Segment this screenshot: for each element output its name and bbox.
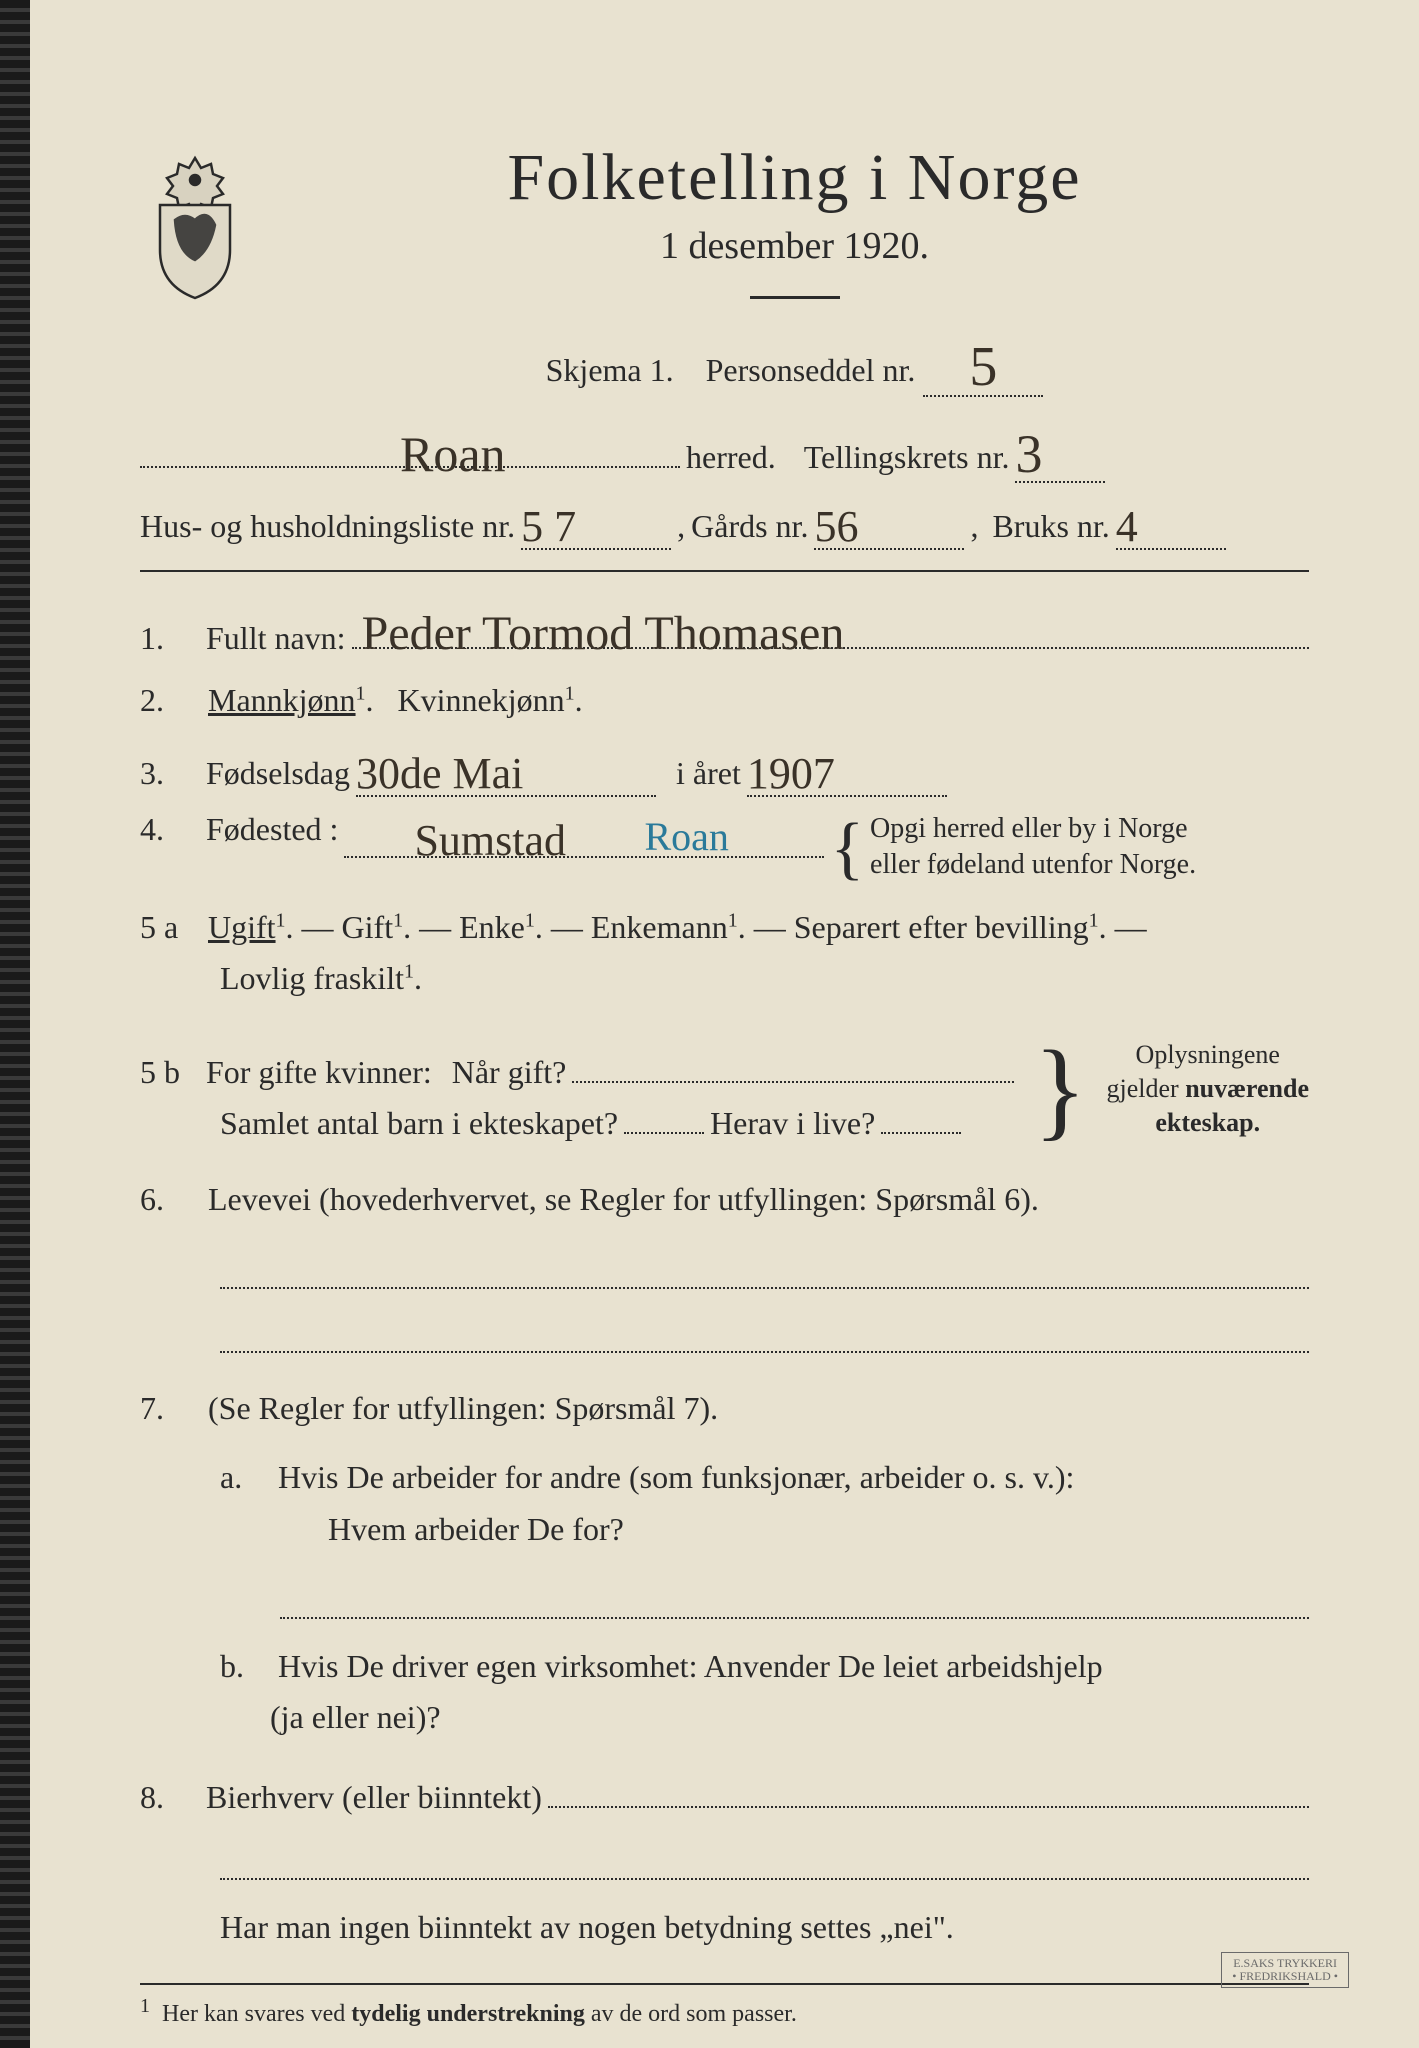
q7-row: 7. (Se Regler for utfyllingen: Spørsmål … [140, 1383, 1309, 1434]
gards-label: Gårds nr. [691, 508, 808, 545]
q1-value: Peder Tormod Thomasen [362, 606, 845, 653]
q7-num: 7. [140, 1383, 200, 1434]
q8-label: Bierhverv (eller biinntekt) [206, 1779, 542, 1816]
q7b-l1: Hvis De driver egen virksomhet: Anvender… [278, 1648, 1103, 1684]
q2-sup1: 1 [356, 682, 366, 704]
q2-opt1: Mannkjønn [208, 682, 356, 718]
q5a-opt3: Enkemann [591, 909, 728, 945]
q5a-opt0: Ugift [208, 909, 276, 945]
census-form-page: Folketelling i Norge 1 desember 1920. Sk… [0, 0, 1419, 2048]
q5a-opt1: Gift [342, 909, 394, 945]
q7a-row: a. Hvis De arbeider for andre (som funks… [140, 1452, 1309, 1554]
q2-opt2: Kvinnekjønn [398, 682, 565, 718]
footnote-rule [140, 1983, 1309, 1985]
q4-row: 4. Fødested : Sumstad Roan { Opgi herred… [140, 811, 1309, 884]
q6-blank1 [220, 1247, 1309, 1289]
herred-value: Roan [400, 425, 506, 472]
q3-label: Fødselsdag [206, 755, 350, 792]
q5b-note: Oplysningene gjelder nuværende ekteskap. [1107, 1038, 1309, 1139]
q5b-note-l3: ekteskap. [1155, 1108, 1260, 1137]
q1-row: 1. Fullt navn: Peder Tormod Thomasen [140, 602, 1309, 657]
gards-nr: 56 [814, 502, 858, 551]
brace-icon: { [830, 831, 864, 866]
q3-year: 1907 [747, 749, 835, 798]
brace-icon: } [1034, 1045, 1087, 1133]
q4-value-ink: Sumstad [414, 815, 566, 862]
bruks-nr: 4 [1116, 502, 1138, 551]
q6-text: Levevei (hovederhvervet, se Regler for u… [208, 1181, 1039, 1217]
personseddel-label: Personseddel nr. [706, 352, 916, 388]
q5a-row: 5 a Ugift1. — Gift1. — Enke1. — Enkemann… [140, 902, 1309, 1004]
title-block: Folketelling i Norge 1 desember 1920. Sk… [280, 140, 1309, 405]
title-divider [750, 296, 840, 299]
q8-blank [220, 1838, 1309, 1880]
q3-day: 30de Mai [356, 749, 523, 798]
q7a-l2: Hvem arbeider De for? [328, 1511, 624, 1547]
q5b-row: 5 b For gifte kvinner: Når gift? Samlet … [140, 1022, 1309, 1156]
herred-row: Roan herred. Tellingskrets nr. 3 [140, 419, 1309, 483]
header: Folketelling i Norge 1 desember 1920. Sk… [140, 140, 1309, 405]
q4-value-blue: Roan [644, 813, 728, 860]
q7b-num: b. [220, 1641, 270, 1692]
q5b-l2a: Samlet antal barn i ekteskapet? [220, 1105, 618, 1142]
q4-num: 4. [140, 811, 200, 848]
q8-row: 8. Bierhverv (eller biinntekt) [140, 1761, 1309, 1816]
stamp-l1: E.SAKS TRYKKERI [1233, 1956, 1337, 1970]
q5b-l1b: Når gift? [452, 1054, 567, 1091]
q2-num: 2. [140, 675, 200, 726]
q1-label: Fullt navn: [206, 620, 346, 657]
q6-num: 6. [140, 1174, 200, 1225]
binding-edge [0, 0, 30, 2048]
tellingskrets-nr: 3 [1015, 424, 1042, 484]
schema-row: Skjema 1. Personseddel nr. 5 [280, 331, 1309, 397]
footnote: 1 Her kan svares ved tydelig understrekn… [140, 1995, 1309, 2028]
footnote-marker: 1 [140, 1995, 150, 2017]
husliste-label: Hus- og husholdningsliste nr. [140, 508, 515, 545]
q2-row: 2. Mannkjønn1. Kvinnekjønn1. [140, 675, 1309, 726]
schema-label: Skjema 1. [546, 352, 674, 388]
q4-label: Fødested : [206, 811, 338, 848]
q5a-num: 5 a [140, 902, 200, 953]
q4-note: Opgi herred eller by i Norge eller fødel… [870, 811, 1196, 884]
q2-sup2: 1 [565, 682, 575, 704]
q3-row: 3. Fødselsdag 30de Mai i året 1907 [140, 744, 1309, 797]
q4-note-l1: Opgi herred eller by i Norge [870, 813, 1188, 844]
q5b-l2b: Herav i live? [710, 1105, 875, 1142]
personseddel-nr: 5 [969, 336, 997, 398]
bruks-label: Bruks nr. [992, 508, 1109, 545]
header-rule [140, 570, 1309, 572]
herred-label: herred. [686, 439, 776, 476]
q5b-note-l2: gjelder nuværende [1107, 1074, 1309, 1103]
tellingskrets-label: Tellingskrets nr. [804, 439, 1010, 476]
q7-intro: (Se Regler for utfyllingen: Spørsmål 7). [208, 1390, 718, 1426]
q1-num: 1. [140, 620, 200, 657]
stamp-l2: • FREDRIKSHALD • [1232, 1969, 1338, 1983]
q5b-l1a: For gifte kvinner: [206, 1054, 432, 1091]
q4-note-l2: eller fødeland utenfor Norge. [870, 849, 1196, 880]
q7b-l2: (ja eller nei)? [270, 1699, 441, 1735]
closing-row: Har man ingen biinntekt av nogen betydni… [140, 1902, 1309, 1953]
q6-blank2 [220, 1311, 1309, 1353]
q6-row: 6. Levevei (hovederhvervet, se Regler fo… [140, 1174, 1309, 1225]
main-title: Folketelling i Norge [280, 140, 1309, 216]
q7b-row: b. Hvis De driver egen virksomhet: Anven… [140, 1641, 1309, 1743]
q5a-last: Lovlig fraskilt [140, 960, 404, 996]
husliste-row: Hus- og husholdningsliste nr. 5 7 , Gård… [140, 497, 1309, 550]
q5a-opt2: Enke [459, 909, 525, 945]
q5b-num: 5 b [140, 1054, 200, 1091]
q5a-opt4: Separert efter bevilling [794, 909, 1089, 945]
q8-num: 8. [140, 1779, 200, 1816]
q5b-note-l1: Oplysningene [1136, 1040, 1280, 1069]
closing-text: Har man ingen biinntekt av nogen betydni… [220, 1909, 954, 1945]
printer-stamp: E.SAKS TRYKKERI • FREDRIKSHALD • [1221, 1952, 1349, 1988]
q7a-blank [280, 1577, 1309, 1619]
subtitle: 1 desember 1920. [280, 224, 1309, 268]
q3-year-label: i året [676, 755, 741, 792]
q7a-l1: Hvis De arbeider for andre (som funksjon… [278, 1459, 1074, 1495]
coat-of-arms-icon [140, 150, 250, 300]
q3-num: 3. [140, 755, 200, 792]
q7a-num: a. [220, 1452, 270, 1503]
husliste-nr: 5 7 [521, 502, 576, 551]
